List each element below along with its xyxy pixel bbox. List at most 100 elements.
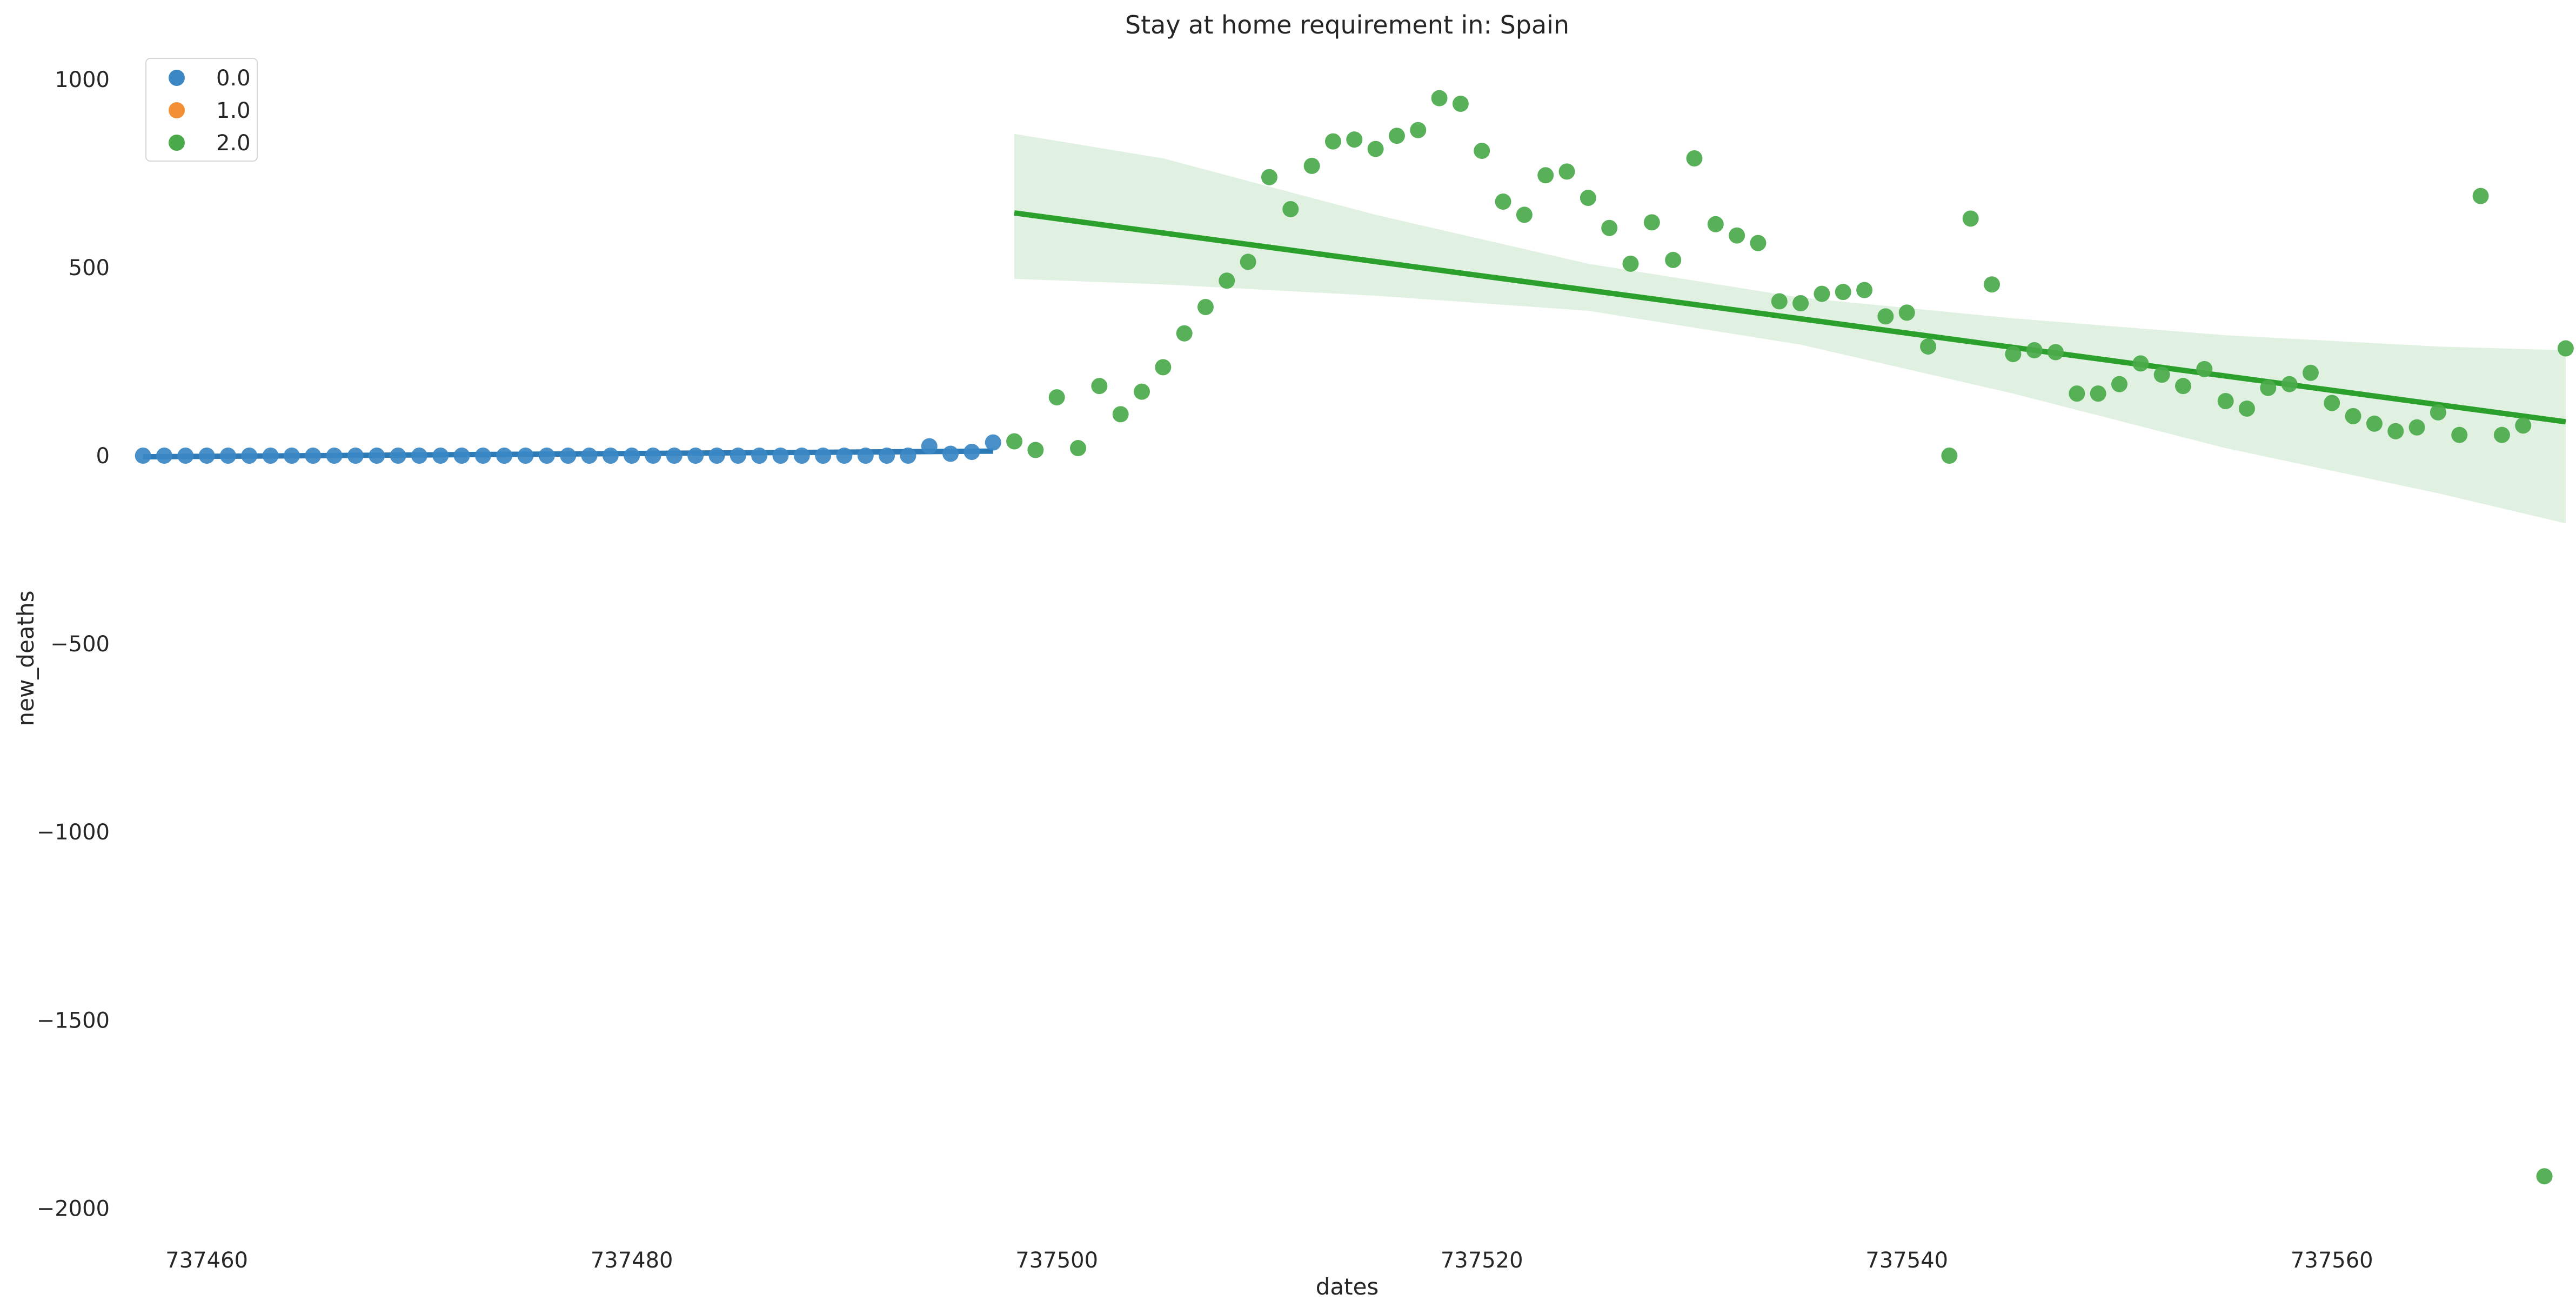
data-point xyxy=(1537,167,1554,184)
data-point xyxy=(198,447,215,464)
data-point xyxy=(730,447,746,464)
data-point xyxy=(1835,284,1851,301)
data-point xyxy=(1729,227,1745,244)
data-point xyxy=(900,447,916,464)
data-point xyxy=(1622,255,1639,272)
data-point xyxy=(1048,389,1065,406)
data-point xyxy=(2493,426,2510,443)
data-point xyxy=(2302,364,2319,381)
data-point xyxy=(1070,440,1087,457)
data-point xyxy=(2557,340,2574,357)
data-point xyxy=(390,447,406,464)
legend-marker xyxy=(169,102,185,118)
data-point xyxy=(1219,272,1235,289)
data-point xyxy=(2196,361,2213,377)
data-point xyxy=(708,447,725,464)
data-point xyxy=(2430,404,2446,421)
y-tick-label: 1000 xyxy=(55,68,110,92)
data-point xyxy=(2111,376,2128,392)
data-point xyxy=(1346,131,1363,148)
data-point xyxy=(666,447,683,464)
data-point xyxy=(687,447,704,464)
data-point xyxy=(496,447,513,464)
data-point xyxy=(1240,254,1256,270)
y-tick-label: 500 xyxy=(69,256,110,281)
data-point xyxy=(921,438,938,455)
data-point xyxy=(1112,406,1129,423)
x-tick-label: 737560 xyxy=(2291,1248,2373,1273)
data-point xyxy=(1877,308,1894,325)
data-point xyxy=(2281,376,2298,392)
confidence-band-2 xyxy=(1014,134,2566,524)
data-point xyxy=(177,447,194,464)
data-point xyxy=(411,447,427,464)
data-point xyxy=(964,444,980,461)
data-point xyxy=(2217,393,2234,410)
data-point xyxy=(453,447,470,464)
data-point xyxy=(2366,415,2383,432)
data-point xyxy=(517,447,534,464)
data-point xyxy=(624,447,640,464)
data-point xyxy=(2472,188,2489,204)
confidence-bands xyxy=(1014,134,2566,524)
x-axis-ticks: 737460 737480 737500 737520 737540 737560 xyxy=(165,1248,2373,1273)
data-point xyxy=(751,447,768,464)
data-point xyxy=(1452,96,1469,112)
data-point xyxy=(793,447,810,464)
y-axis-ticks: 1000 500 0 −500 −1000 −1500 −2000 xyxy=(37,68,110,1222)
data-point xyxy=(2324,395,2340,411)
x-tick-label: 737540 xyxy=(1865,1248,1948,1273)
data-point xyxy=(942,445,959,462)
data-point xyxy=(2515,417,2532,434)
x-tick-label: 737500 xyxy=(1015,1248,1098,1273)
data-point xyxy=(2238,400,2255,417)
data-point xyxy=(1091,378,1108,395)
data-point xyxy=(2345,408,2361,424)
data-point xyxy=(1643,214,1660,231)
y-tick-label: −1000 xyxy=(37,820,110,845)
x-axis-label: dates xyxy=(1316,1273,1379,1300)
data-point xyxy=(1920,338,1937,355)
x-tick-label: 737460 xyxy=(165,1248,248,1273)
y-tick-label: −500 xyxy=(50,632,110,657)
data-point xyxy=(1962,210,1979,227)
legend-marker xyxy=(169,135,185,151)
data-point xyxy=(1771,293,1788,310)
data-point xyxy=(1027,442,1044,458)
data-point xyxy=(879,447,895,464)
data-point xyxy=(2174,378,2191,395)
data-points xyxy=(135,90,2574,1185)
data-point xyxy=(1303,157,1320,174)
data-point xyxy=(1941,447,1958,464)
data-point xyxy=(815,447,832,464)
data-point xyxy=(1750,235,1767,251)
data-point xyxy=(1282,201,1299,217)
data-point xyxy=(2069,385,2085,402)
data-point xyxy=(474,447,491,464)
data-point xyxy=(772,447,789,464)
legend-marker xyxy=(169,70,185,86)
data-point xyxy=(369,447,385,464)
data-point xyxy=(1367,141,1384,157)
data-point xyxy=(1006,433,1023,450)
data-point xyxy=(326,447,343,464)
data-point xyxy=(135,447,151,464)
data-point xyxy=(283,447,300,464)
data-point xyxy=(1261,169,1277,185)
data-point xyxy=(560,447,577,464)
chart-title: Stay at home requirement in: Spain xyxy=(1125,10,1569,39)
data-point xyxy=(2451,426,2468,443)
data-point xyxy=(581,447,598,464)
legend-entry-label: 0.0 xyxy=(216,66,251,91)
regression-line-2 xyxy=(1014,210,2566,425)
data-point xyxy=(305,447,322,464)
data-point xyxy=(1707,216,1724,232)
data-point xyxy=(1580,190,1596,206)
data-point xyxy=(156,447,172,464)
legend-entry-label: 1.0 xyxy=(216,98,251,123)
y-tick-label: 0 xyxy=(96,444,110,469)
data-point xyxy=(1601,219,1618,236)
data-point xyxy=(1197,298,1214,315)
data-point xyxy=(602,447,619,464)
data-point xyxy=(2536,1168,2553,1185)
